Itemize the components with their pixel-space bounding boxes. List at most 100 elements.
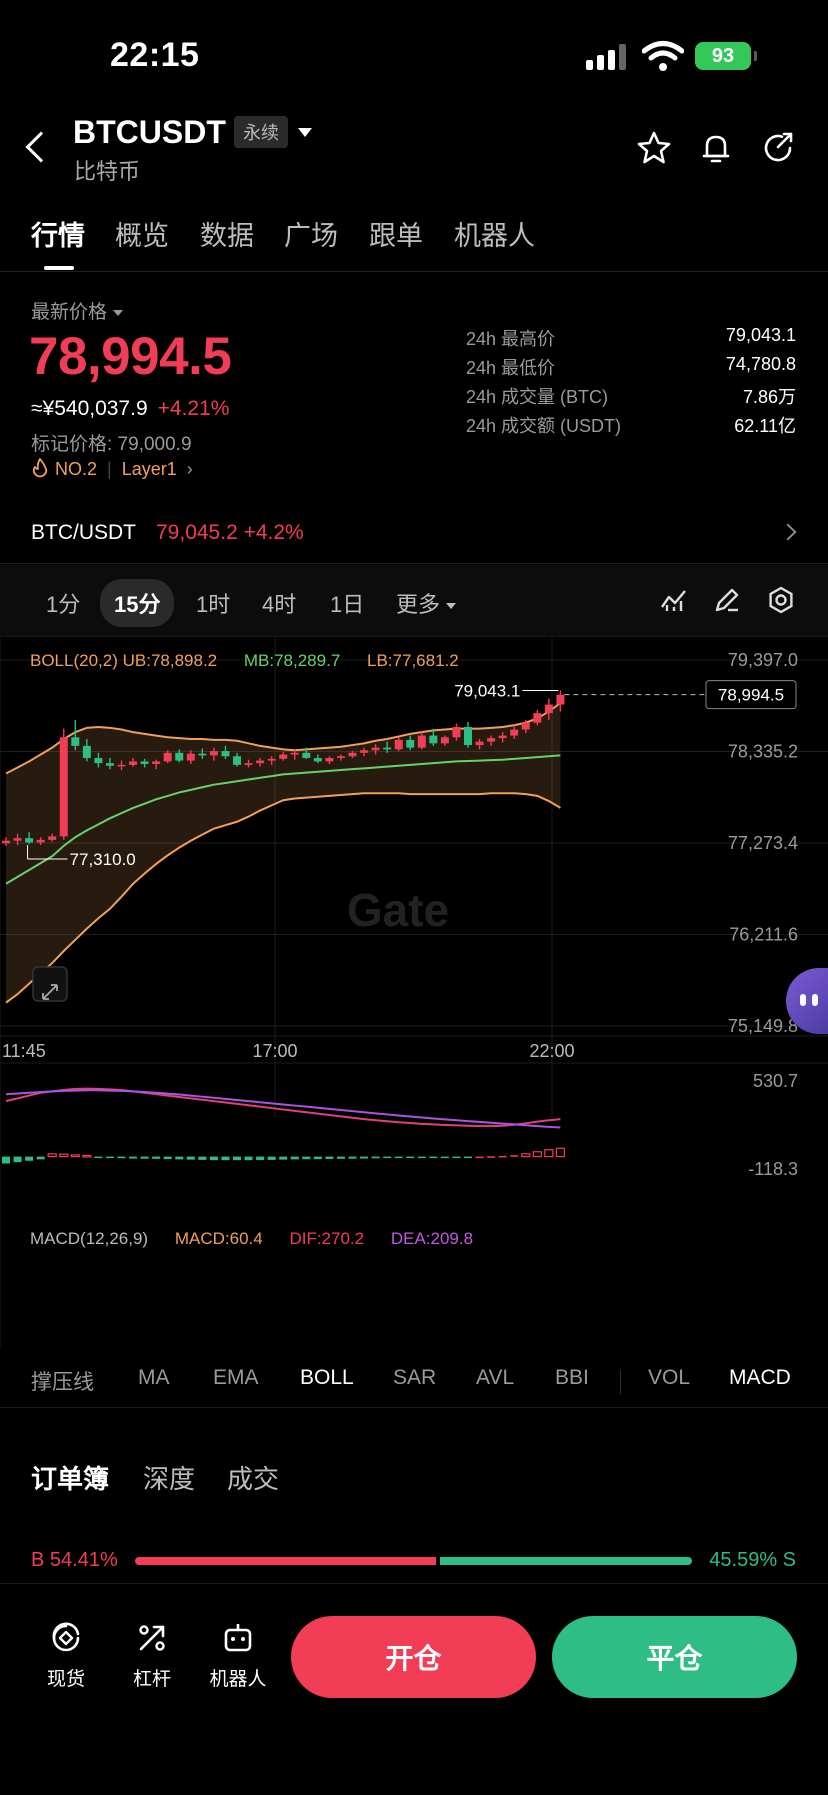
min-price-label: 77,310.0	[70, 850, 136, 869]
buy-ratio: B 54.41%	[31, 1549, 118, 1571]
signal-icon	[586, 44, 628, 70]
symbol-title[interactable]: BTCUSDT	[73, 114, 226, 150]
tab-square[interactable]: 广场	[284, 221, 338, 251]
boll-middle-line	[5, 754, 561, 885]
nav-bot[interactable]: 机器人	[198, 1620, 278, 1691]
ind-ma[interactable]: MA	[138, 1366, 170, 1389]
symbol-subtitle: 比特币	[74, 159, 141, 184]
ind-support[interactable]: 撑压线	[31, 1371, 94, 1394]
macd-hist-bar	[256, 1156, 265, 1161]
kline-chart[interactable]: 79,397.0 78,335.2 77,273.4 76,211.6 75,149.8…	[0, 638, 828, 1348]
tab-data[interactable]: 数据	[200, 221, 254, 251]
pair-price-value: 79,045.2	[156, 521, 238, 544]
chevron-down-icon[interactable]	[298, 128, 312, 137]
main-tabs: 行情 概览 数据 广场 跟单 机器人	[0, 210, 828, 272]
candle-body	[244, 763, 253, 765]
candle-body	[406, 739, 415, 748]
candle-body	[452, 726, 461, 738]
interval-1h[interactable]: 1时	[196, 592, 231, 617]
tab-copy-trade[interactable]: 跟单	[369, 221, 423, 251]
ind-bbi[interactable]: BBI	[555, 1366, 589, 1389]
ind-ema[interactable]: EMA	[213, 1366, 259, 1389]
candle-body	[487, 738, 496, 742]
candle-body	[544, 704, 553, 714]
tab-market[interactable]: 行情	[31, 221, 85, 251]
stat-volume: 24h 成交量 (BTC) 7.86万	[466, 383, 796, 412]
max-price-label: 79,043.1	[454, 682, 520, 701]
macd-hist-bar	[475, 1156, 484, 1159]
macd-hist-bar	[555, 1147, 566, 1158]
pair-change: +4.2%	[243, 521, 304, 544]
macd-y-tick-label: 530.7	[753, 1071, 798, 1091]
tab-bot[interactable]: 机器人	[454, 221, 535, 251]
pencil-icon[interactable]	[712, 585, 742, 615]
open-position-button[interactable]: 开仓	[291, 1616, 536, 1698]
candle-body	[440, 737, 449, 744]
nav-leverage[interactable]: 杠杆	[112, 1620, 192, 1691]
back-icon[interactable]	[25, 131, 57, 163]
macd-hist-bar	[510, 1155, 519, 1157]
last-price-tag-label: 78,994.5	[718, 686, 784, 705]
star-icon[interactable]	[636, 130, 672, 166]
macd-hist-bar	[82, 1154, 92, 1158]
macd-dif: DIF:270.2	[289, 1229, 365, 1248]
candle-body	[82, 745, 91, 758]
tab-depth[interactable]: 深度	[143, 1464, 196, 1494]
candle-body	[25, 838, 34, 843]
candle-body	[302, 752, 311, 758]
interval-15m[interactable]: 15分	[100, 579, 175, 627]
boll-name: BOLL(20,2)	[30, 651, 118, 670]
indicator-settings-icon[interactable]	[659, 585, 689, 615]
pair-name: BTC/USDT	[31, 521, 136, 544]
boll-ub: UB:78,898.2	[122, 651, 218, 670]
tab-trades[interactable]: 成交	[227, 1464, 280, 1494]
macd-dif-line	[5, 1087, 561, 1128]
buy-ratio-bar	[135, 1557, 436, 1565]
y-tick-label: 75,149.8	[728, 1016, 798, 1036]
candle-body	[533, 713, 542, 723]
y-tick-label: 76,211.6	[729, 925, 798, 945]
rank-row[interactable]: NO.2 | Layer1 ›	[31, 458, 193, 480]
stat-high: 24h 最高价 79,043.1	[466, 325, 796, 354]
ind-boll[interactable]: BOLL	[300, 1366, 354, 1389]
macd-hist-bar	[36, 1156, 45, 1160]
candle-body	[48, 836, 57, 840]
chevron-right-icon	[779, 523, 797, 541]
x-tick-label: 22:00	[529, 1041, 574, 1061]
interval-4h[interactable]: 4时	[262, 592, 297, 617]
robot-icon	[224, 1624, 252, 1652]
tab-orderbook[interactable]: 订单簿	[31, 1464, 110, 1494]
stat-value: 74,780.8	[725, 354, 796, 374]
nav-spot[interactable]: 现货	[26, 1620, 106, 1691]
candle-body	[279, 754, 288, 759]
interval-1m[interactable]: 1分	[46, 592, 81, 617]
bell-icon[interactable]	[698, 130, 734, 166]
ind-macd[interactable]: MACD	[729, 1366, 791, 1389]
close-position-button[interactable]: 平仓	[552, 1616, 797, 1698]
tab-overview[interactable]: 概览	[115, 221, 169, 251]
last-price: 78,994.5	[29, 327, 232, 386]
latest-price-label[interactable]: 最新价格	[31, 297, 123, 324]
status-bar: 22:15 93	[0, 0, 828, 110]
candle-body	[94, 757, 103, 764]
macd-hist-bar	[290, 1156, 299, 1160]
pair-price: 79,045.2 +4.2%	[156, 521, 304, 545]
candle-body	[175, 752, 184, 761]
candle-body	[267, 758, 276, 761]
ind-sar[interactable]: SAR	[393, 1366, 437, 1389]
macd-dea: DEA:209.8	[390, 1229, 474, 1248]
candle-body	[105, 763, 114, 766]
settings-hex-icon[interactable]	[766, 585, 796, 615]
stats-panel: 24h 最高价 79,043.1 24h 最低价 74,780.8 24h 成交量 …	[466, 325, 796, 441]
ind-avl[interactable]: AVL	[476, 1366, 515, 1389]
interval-more[interactable]: 更多	[396, 587, 457, 619]
candle-body	[59, 737, 68, 837]
macd-y-tick-label: -118.3	[748, 1159, 798, 1179]
share-icon[interactable]	[760, 130, 796, 166]
battery-level: 93	[711, 45, 735, 67]
ind-vol[interactable]: VOL	[648, 1366, 691, 1389]
interval-1d[interactable]: 1日	[330, 592, 365, 617]
spot-pair-row[interactable]: BTC/USDT 79,045.2 +4.2%	[0, 508, 828, 564]
boll-mb: MB:78,289.7	[243, 651, 341, 670]
candle-body	[521, 722, 530, 730]
